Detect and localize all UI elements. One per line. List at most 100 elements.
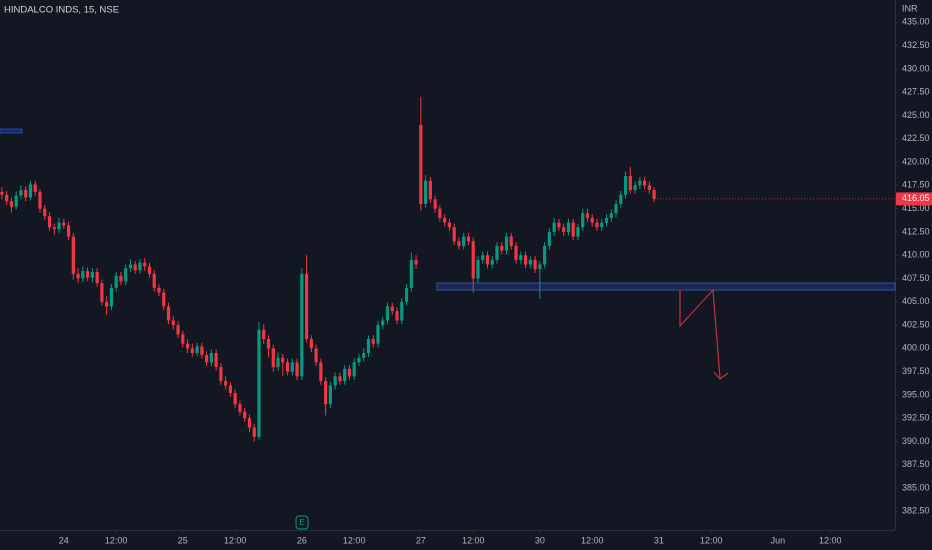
y-tick-label: 425.00 <box>902 110 930 120</box>
candle-body <box>466 236 471 242</box>
candle-body <box>519 255 523 260</box>
candle-body <box>47 216 52 228</box>
x-tick-label: 12:00 <box>343 535 366 545</box>
candle-body <box>238 404 242 412</box>
candle-body <box>33 184 37 192</box>
earnings-icon[interactable] <box>295 515 309 530</box>
candle-body <box>176 325 180 335</box>
candle-body <box>395 311 399 321</box>
candle-body <box>119 275 123 282</box>
y-tick-label: 397.50 <box>902 366 930 376</box>
candle-body <box>447 222 452 228</box>
last-price-box <box>896 192 932 206</box>
candle-body <box>209 353 213 363</box>
candle-body <box>90 271 94 278</box>
x-tick-label: 12:00 <box>700 535 723 545</box>
candle-body <box>200 346 204 355</box>
candle-body <box>595 222 599 228</box>
y-tick-label: 402.50 <box>902 319 930 329</box>
candle-body <box>128 264 133 269</box>
candle-body <box>9 201 14 207</box>
candle-body <box>285 362 290 372</box>
candle-body <box>138 262 142 271</box>
candle-body <box>181 334 185 344</box>
y-tick-label: 395.00 <box>902 389 930 399</box>
candle-body <box>557 222 561 228</box>
candle-body <box>543 245 547 265</box>
candle-body <box>424 180 428 204</box>
y-tick-label: 432.50 <box>902 40 930 50</box>
candle-body <box>371 339 375 344</box>
candle-body <box>224 380 228 386</box>
candle-body <box>566 222 571 232</box>
candle-body <box>271 348 275 367</box>
candle-body <box>514 245 518 260</box>
candle-body <box>0 191 4 195</box>
candle-body <box>642 180 647 186</box>
candle-body <box>71 236 75 274</box>
candle-body <box>404 287 409 302</box>
candle-body <box>509 236 513 246</box>
candle-body <box>609 213 613 218</box>
candle-body <box>276 357 280 367</box>
candle-body <box>309 339 313 349</box>
x-tick-label: 12:00 <box>581 535 604 545</box>
x-tick-label: Jun <box>771 535 786 545</box>
candle-body <box>619 194 623 204</box>
plot-area <box>0 96 656 442</box>
candle-body <box>324 380 328 405</box>
candle-body <box>185 343 190 349</box>
support-zone[interactable] <box>436 282 896 291</box>
y-tick-label: 422.50 <box>902 133 930 143</box>
candle-body <box>57 222 61 230</box>
candle-body <box>38 191 42 209</box>
candle-body <box>214 353 218 367</box>
x-tick-label: 12:00 <box>105 535 128 545</box>
earnings-marker[interactable]: E <box>299 518 304 527</box>
candle-body <box>352 362 356 377</box>
candle-body <box>266 339 271 349</box>
candle-body <box>252 427 256 437</box>
candle-body <box>290 362 294 372</box>
candle-body <box>533 259 537 270</box>
last-price-label: 416.05 <box>902 193 930 203</box>
y-tick-label: 400.00 <box>902 343 930 353</box>
candle-body <box>590 217 594 223</box>
candle-body <box>600 222 604 228</box>
candle-body <box>81 271 85 279</box>
candle-body <box>19 190 23 196</box>
y-tick-label: 390.00 <box>902 436 930 446</box>
candle-body <box>338 376 342 381</box>
candle-body <box>452 227 456 242</box>
candle-body <box>166 306 171 321</box>
candle-body <box>362 353 366 358</box>
projection-path[interactable] <box>679 288 721 379</box>
candle-body <box>5 194 9 202</box>
candle-body <box>105 301 109 307</box>
candle-body <box>500 245 504 251</box>
candle-body <box>538 264 542 270</box>
candle-body <box>628 176 632 191</box>
candle-body <box>376 325 380 344</box>
candle-body <box>504 236 509 251</box>
x-tick-label: 12:00 <box>462 535 485 545</box>
arrow-head[interactable] <box>713 371 729 380</box>
candle-body <box>390 306 394 312</box>
candle-body <box>195 346 199 354</box>
candle-body <box>300 273 304 377</box>
candle-body <box>14 195 18 207</box>
y-tick-label: 427.50 <box>902 87 930 97</box>
y-tick-label: 392.50 <box>902 413 930 423</box>
candle-body <box>419 124 423 204</box>
y-tick-label: 420.00 <box>902 156 930 166</box>
candle-body <box>381 320 385 326</box>
y-tick-label: 410.00 <box>902 250 930 260</box>
candle-body <box>314 348 318 363</box>
zone-box[interactable] <box>0 128 23 134</box>
candle-body <box>647 185 651 191</box>
candle-body <box>24 190 28 198</box>
candle-body <box>76 273 80 279</box>
candle-body <box>623 176 628 195</box>
candle-body <box>581 213 585 228</box>
candle-body <box>462 236 466 246</box>
